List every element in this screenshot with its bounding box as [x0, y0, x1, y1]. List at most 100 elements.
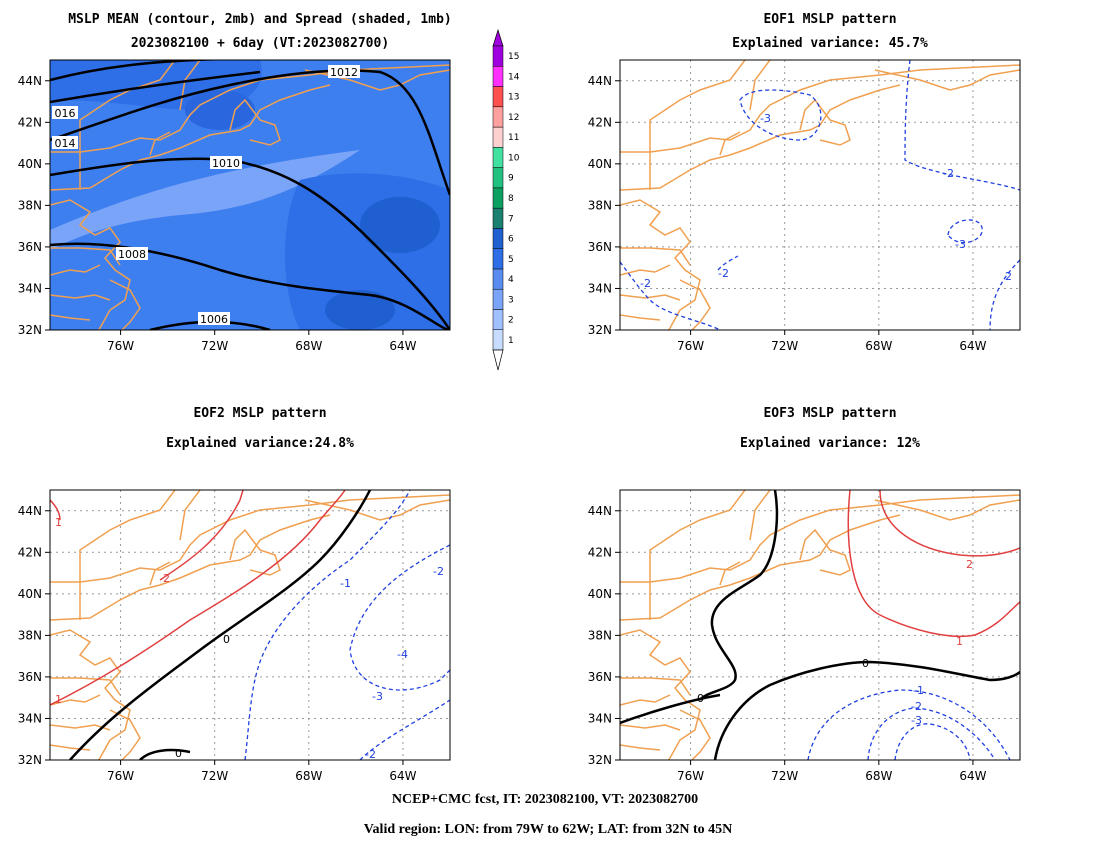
- lon-tick-label: 76W: [107, 769, 134, 783]
- lat-tick-label: 34N: [18, 281, 42, 295]
- grid-lines: [620, 490, 1020, 760]
- eof3-label-minus2: -2: [911, 700, 922, 713]
- eof2-contour-1-nw: [50, 499, 61, 521]
- lat-tick-label: 32N: [588, 753, 612, 767]
- lon-tick-label: 76W: [677, 769, 704, 783]
- mean-title: MSLP MEAN (contour, 2mb) and Spread (sha…: [68, 12, 452, 27]
- lat-tick-label: 44N: [18, 74, 42, 88]
- lat-tick-label: 38N: [588, 198, 612, 212]
- colorbar-label: 8: [508, 194, 514, 204]
- spread-shading-max: [360, 197, 440, 253]
- colorbar-cell: [492, 248, 504, 270]
- lon-tick-label: 76W: [677, 339, 704, 353]
- eof2-frame: [49, 489, 451, 761]
- eof2-axes: 44N 42N 40N 38N 36N 34N 32N 76W 72W 68W 64W: [18, 504, 417, 783]
- eof3-negative-contours: [807, 689, 1011, 760]
- lat-tick-label: 42N: [588, 545, 612, 559]
- colorbar-label: 3: [508, 295, 514, 305]
- eof2-title: EOF2 MSLP pattern: [193, 406, 326, 421]
- lat-tick-label: 36N: [18, 670, 42, 684]
- eof3-frame: [619, 489, 1021, 761]
- colorbar-cell: [492, 207, 504, 229]
- eof2-label-minus2-south: -2: [365, 748, 376, 761]
- eof2-contour-1: [50, 490, 346, 706]
- mean-map: 1012 016 014 1010 1008 1006: [50, 60, 450, 330]
- spread-shading-ne: [185, 90, 255, 130]
- eof1-contour-labels: -3 -2 -3 -2 -2 2: [640, 112, 1012, 290]
- contour-1010: [50, 157, 450, 330]
- eof2-negative-contours: [244, 490, 450, 760]
- lon-tick-label: 68W: [295, 339, 322, 353]
- eof2-label-1-nw: 1: [55, 516, 62, 529]
- eof1-label-2-se: 2: [1005, 270, 1012, 283]
- mean-contour-labels: 1012 016 014 1010 1008 1006: [52, 65, 360, 326]
- lon-tick-label: 64W: [959, 339, 986, 353]
- panel-mslp-mean: MSLP MEAN (contour, 2mb) and Spread (sha…: [18, 12, 452, 353]
- eof2-label-2: 2: [163, 572, 170, 585]
- eof3-positive-contours: [847, 490, 1020, 638]
- colorbar-label: 2: [508, 316, 514, 326]
- colorbar-label: 4: [508, 275, 514, 285]
- colorbar-label: 14: [508, 72, 520, 82]
- lon-tick-label: 72W: [771, 769, 798, 783]
- eof2-map: 1 2 1 0 0 -1 -2 -4 -3 -2: [50, 490, 450, 761]
- eof3-contour-minus1: [807, 689, 1011, 760]
- grid-lines: [620, 60, 1020, 330]
- eof3-label-1: 1: [956, 635, 963, 648]
- lat-tick-label: 36N: [588, 240, 612, 254]
- label-1014: 014: [55, 137, 76, 150]
- colorbar-cell: [492, 147, 504, 168]
- eof3-contour-minus2: [867, 707, 996, 760]
- eof1-contour-minus2-se: [989, 259, 1020, 330]
- panel-eof1: EOF1 MSLP pattern Explained variance: 45…: [588, 12, 1021, 353]
- lat-tick-label: 34N: [588, 711, 612, 725]
- mean-axes: 44N 42N 40N 38N 36N 34N 32N 76W 72W 68W 64W: [18, 74, 417, 353]
- eof2-variance: Explained variance:24.8%: [166, 436, 354, 451]
- colorbar-cell: [492, 228, 504, 249]
- colorbar-label: 6: [508, 235, 514, 245]
- spread-shading-max-south: [325, 290, 395, 330]
- lat-tick-label: 40N: [588, 587, 612, 601]
- colorbar-label: 1: [508, 336, 514, 346]
- lon-tick-label: 68W: [865, 339, 892, 353]
- eof1-map: -3 -2 -3 -2 -2 2: [620, 60, 1020, 330]
- colorbar-label: 13: [508, 93, 519, 103]
- panel-eof2: EOF2 MSLP pattern Explained variance:24.…: [18, 406, 451, 783]
- contour-1008: [50, 242, 450, 330]
- lon-tick-label: 68W: [295, 769, 322, 783]
- lat-tick-label: 36N: [588, 670, 612, 684]
- eof3-label-minus3: -3: [911, 714, 922, 727]
- lon-tick-label: 64W: [389, 339, 416, 353]
- label-1016: 016: [55, 107, 76, 120]
- colorbar-label: 9: [508, 174, 514, 184]
- coastlines: [620, 60, 1020, 330]
- lat-tick-label: 38N: [18, 198, 42, 212]
- eof3-contour-labels: 2 1 0 0 -1 -2 -3: [697, 558, 973, 727]
- eof3-map: 2 1 0 0 -1 -2 -3: [620, 490, 1020, 760]
- eof1-label-minus2-small: -2: [718, 267, 729, 280]
- colorbar-label: 5: [508, 255, 514, 265]
- lon-tick-label: 72W: [201, 769, 228, 783]
- eof3-zero-contours: [620, 490, 1020, 760]
- contour-1012-1014: [50, 69, 450, 196]
- lon-tick-label: 76W: [107, 339, 134, 353]
- eof2-label-0-south: 0: [175, 747, 182, 760]
- lat-tick-label: 42N: [588, 115, 612, 129]
- lat-tick-label: 40N: [588, 157, 612, 171]
- colorbar-cell: [492, 45, 504, 67]
- eof1-label-minus3-south: -3: [955, 238, 966, 251]
- eof3-contour-2: [879, 490, 1020, 557]
- lat-tick-label: 40N: [18, 157, 42, 171]
- colorbar-cell: [492, 329, 504, 351]
- colorbar-bottom-arrow: [492, 349, 504, 371]
- grid-lines: [50, 490, 450, 760]
- eof2-contour-0: [69, 490, 372, 760]
- eof3-contour-minus3: [894, 723, 971, 760]
- lat-tick-label: 40N: [18, 587, 42, 601]
- eof2-zero-contours: [69, 490, 372, 760]
- eof3-contour-1: [847, 490, 1020, 638]
- eof2-contour-minus3: [349, 544, 450, 691]
- eof3-label-minus1: -1: [913, 684, 924, 697]
